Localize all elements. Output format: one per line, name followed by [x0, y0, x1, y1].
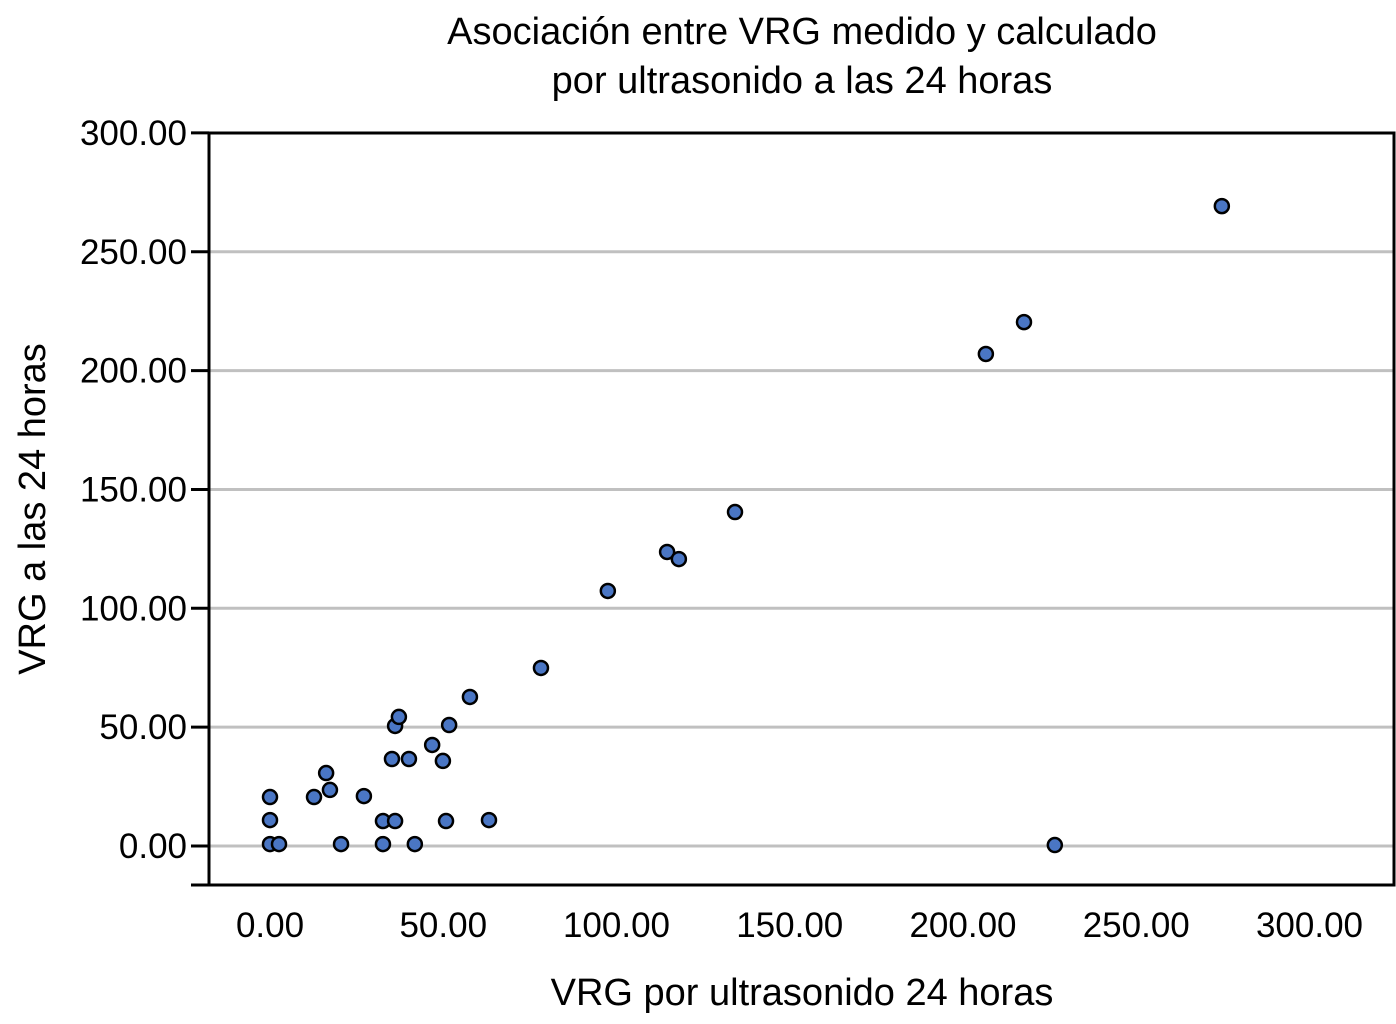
y-axis-ticks: 0.00 50.00 100.00 150.00 200.00 250.00 300.00: [80, 114, 209, 887]
x-tick-label: 150.00: [736, 906, 843, 945]
data-point: [374, 835, 392, 853]
data-point: [977, 345, 995, 363]
data-point: [406, 835, 424, 853]
y-axis-label: VRG a las 24 horas: [12, 343, 54, 675]
data-point: [658, 543, 676, 561]
data-point: [423, 736, 441, 754]
data-point: [461, 688, 479, 706]
data-point: [434, 752, 452, 770]
data-point: [726, 503, 744, 521]
data-point: [321, 781, 339, 799]
data-point: [261, 788, 279, 806]
y-tick-label: 150.00: [80, 470, 187, 509]
data-point: [1015, 313, 1033, 331]
data-point: [317, 764, 335, 782]
gridlines: [209, 250, 1394, 848]
x-tick-label: 200.00: [909, 906, 1016, 945]
data-point: [390, 708, 408, 726]
chart-title-line-2: por ultrasonido a las 24 horas: [552, 60, 1053, 102]
y-tick-label: 50.00: [99, 708, 187, 747]
data-point: [305, 788, 323, 806]
data-point: [437, 812, 455, 830]
data-point: [440, 716, 458, 734]
data-point: [670, 550, 688, 568]
data-point: [532, 659, 550, 677]
data-point: [332, 835, 350, 853]
data-point: [383, 750, 401, 768]
data-points: [261, 197, 1231, 854]
y-tick-label: 250.00: [80, 233, 187, 272]
data-point: [355, 787, 373, 805]
x-tick-label: 300.00: [1256, 906, 1363, 945]
y-tick-label: 0.00: [119, 827, 187, 866]
x-tick-label: 50.00: [399, 906, 487, 945]
data-point: [599, 582, 617, 600]
chart-title-line-1: Asociación entre VRG medido y calculado: [447, 11, 1157, 53]
y-tick-label: 100.00: [80, 589, 187, 628]
data-point: [400, 750, 418, 768]
x-tick-label: 0.00: [236, 906, 304, 945]
data-point: [270, 835, 288, 853]
data-point: [480, 811, 498, 829]
y-tick-label: 300.00: [80, 114, 187, 153]
data-point: [261, 811, 279, 829]
x-axis-ticks: 0.00 50.00 100.00 150.00 200.00 250.00 300.00: [236, 906, 1363, 945]
x-axis-label: VRG por ultrasonido 24 horas: [551, 972, 1054, 1014]
y-tick-label: 200.00: [80, 352, 187, 391]
x-tick-label: 100.00: [563, 906, 670, 945]
x-tick-label: 250.00: [1083, 906, 1190, 945]
plot-frame: [207, 131, 1396, 887]
data-point: [1213, 197, 1231, 215]
data-point: [386, 812, 404, 830]
data-point: [1046, 836, 1064, 854]
